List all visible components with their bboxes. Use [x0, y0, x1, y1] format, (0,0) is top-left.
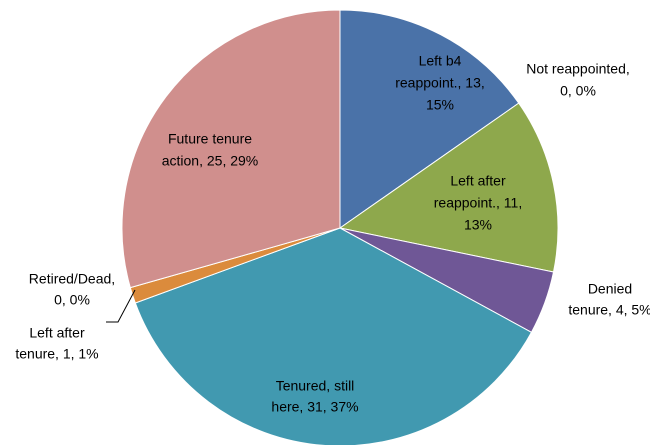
pie-slice — [121, 9, 341, 289]
data-label: Left after — [450, 173, 506, 189]
data-label: tenure, 4, 5% — [568, 302, 650, 318]
data-label: Denied — [588, 281, 632, 297]
data-label: Left after — [29, 325, 85, 341]
data-label: Retired/Dead, — [29, 271, 115, 287]
data-label: 15% — [426, 97, 454, 113]
data-label: 13% — [464, 217, 492, 233]
pie-slice — [338, 102, 559, 273]
data-label: reappoint., 11, — [434, 195, 522, 211]
data-label: Left b4 — [419, 53, 462, 69]
data-label: tenure, 1, 1% — [15, 346, 98, 362]
data-label: 0, 0% — [54, 292, 90, 308]
data-label: here, 31, 37% — [271, 399, 358, 415]
pie-slice — [134, 227, 533, 445]
data-label: Tenured, still — [276, 378, 355, 394]
data-label: Not reappointed, — [526, 61, 630, 77]
pie-slice — [339, 9, 520, 229]
data-label: Future tenure — [168, 131, 252, 147]
data-label: 0, 0% — [560, 83, 596, 99]
data-label: reappoint., 13, — [395, 75, 485, 91]
leader-line — [106, 289, 136, 323]
data-label: action, 25, 29% — [162, 153, 259, 169]
